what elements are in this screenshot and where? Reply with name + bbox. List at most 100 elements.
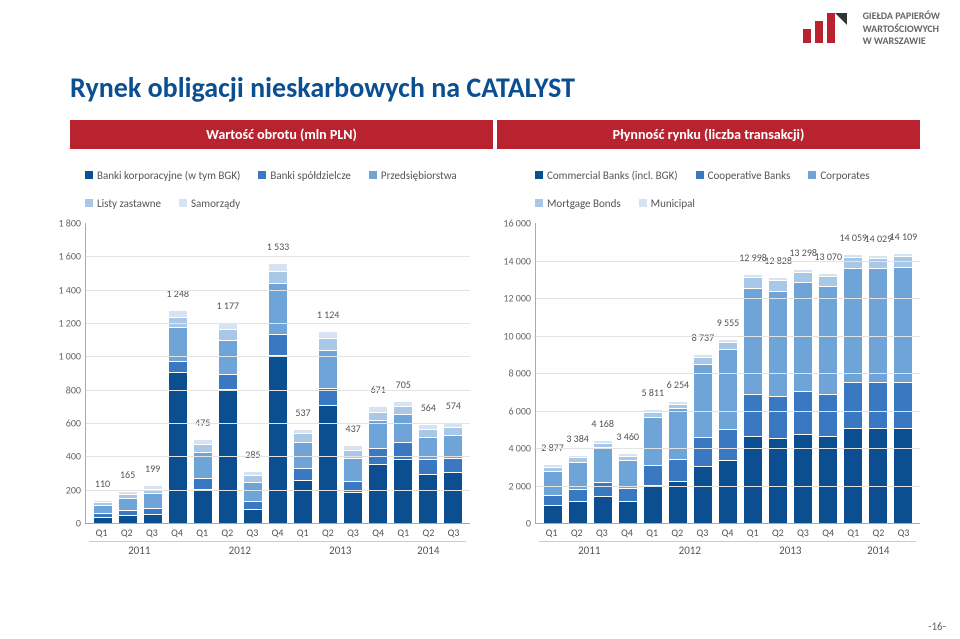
y-tick: 1 400 [58, 283, 86, 296]
legend-swatch-icon [808, 171, 816, 179]
bar-total-label: 3 384 [566, 432, 589, 445]
bar-col: 1 124 [317, 331, 340, 523]
legend-item: Municipal [639, 191, 695, 215]
bar-segment [644, 465, 662, 485]
bar-col: 110 [91, 500, 114, 523]
bar-col: 1 533 [266, 263, 289, 523]
x-tick: Q2 [665, 526, 690, 539]
legend-swatch-icon [85, 171, 93, 179]
bar-stack [94, 500, 112, 523]
y-tick: 2 000 [508, 479, 536, 492]
y-tick: 600 [66, 417, 86, 430]
bar-stack [894, 253, 912, 523]
page-title: Rynek obligacji nieskarbowych na CATALYS… [70, 70, 575, 105]
bar-stack [269, 263, 287, 523]
bar-total-label: 537 [295, 406, 310, 419]
bar-segment [194, 444, 212, 452]
bar-segment [444, 458, 462, 472]
bar-segment [719, 460, 737, 523]
legend-item: Cooperative Banks [696, 163, 791, 187]
brand-name: GIEŁDA PAPIERÓW WARTOŚCIOWYCH W WARSZAWI… [863, 10, 940, 48]
bar-col: 574 [442, 422, 465, 523]
bar-segment [194, 478, 212, 489]
bar-segment [694, 364, 712, 436]
legend-label: Przedsiębiorstwa [381, 169, 457, 182]
x-tick: Q1 [89, 526, 114, 539]
bar-total-label: 13 298 [789, 246, 817, 259]
bar-stack [294, 429, 312, 523]
year-label: 2014 [841, 541, 916, 557]
right-x-axis: Q1Q2Q3Q4Q1Q2Q3Q4Q1Q2Q3Q4Q1Q2Q3 [535, 526, 920, 539]
bar-segment [94, 517, 112, 523]
x-tick: Q3 [589, 526, 614, 539]
bar-total-label: 4 168 [591, 417, 614, 430]
right-legend: Commercial Banks (incl. BGK)Cooperative … [535, 163, 920, 215]
bar-segment [619, 501, 637, 523]
legend-item: Listy zastawne [85, 191, 161, 215]
legend-item: Mortgage Bonds [535, 191, 621, 215]
bar-stack [319, 331, 337, 523]
bar-segment [769, 291, 787, 397]
legend-label: Banki spółdzielcze [270, 169, 351, 182]
bar-col: 14 029 [867, 255, 890, 523]
x-tick: Q3 [340, 526, 365, 539]
bar-stack [419, 424, 437, 523]
bar-segment [869, 382, 887, 428]
legend-swatch-icon [696, 171, 704, 179]
legend-label: Mortgage Bonds [547, 197, 621, 210]
x-tick: Q3 [441, 526, 466, 539]
bar-segment [744, 288, 762, 394]
bar-segment [819, 276, 837, 286]
bar-segment [844, 268, 862, 383]
right-year-axis: 2011201220132014 [535, 541, 920, 557]
bar-segment [669, 408, 687, 459]
bar-col: 3 384 [566, 455, 589, 523]
bar-segment [894, 382, 912, 428]
x-tick: Q2 [866, 526, 891, 539]
year-label: 2011 [539, 541, 640, 557]
legend-label: Corporates [820, 169, 869, 182]
x-tick: Q4 [715, 526, 740, 539]
bar-total-label: 165 [120, 468, 135, 481]
bar-segment [769, 396, 787, 437]
bar-stack [394, 401, 412, 523]
legend-swatch-icon [535, 199, 543, 207]
legend-swatch-icon [258, 171, 266, 179]
bar-segment [819, 394, 837, 436]
left-year-axis: 2011201220132014 [85, 541, 470, 557]
bar-segment [869, 428, 887, 523]
bar-total-label: 8 737 [692, 331, 715, 344]
bar-segment [419, 474, 437, 523]
left-chart: Banki korporacyjne (w tym BGK) Banki spół… [40, 155, 470, 557]
bar-segment [694, 437, 712, 466]
bar-segment [594, 447, 612, 482]
bar-segment [419, 429, 437, 437]
bar-segment [219, 329, 237, 340]
bar-segment [119, 515, 137, 523]
bar-segment [719, 342, 737, 350]
bar-segment [144, 514, 162, 523]
bar-total-label: 3 460 [616, 430, 639, 443]
bar-segment [269, 271, 287, 284]
bar-segment [669, 481, 687, 523]
bar-segment [269, 263, 287, 271]
y-tick: 1 800 [58, 217, 86, 230]
legend-label: Banki korporacyjne (w tym BGK) [97, 169, 240, 182]
bar-col: 475 [191, 439, 214, 523]
bar-segment [294, 468, 312, 481]
bar-total-label: 14 029 [865, 232, 893, 245]
bar-segment [694, 466, 712, 523]
bar-segment [569, 489, 587, 501]
bar-segment [319, 338, 337, 350]
bar-total-label: 5 811 [642, 386, 665, 399]
bar-segment [419, 459, 437, 473]
bar-segment [619, 460, 637, 488]
bar-segment [294, 480, 312, 523]
x-tick: Q2 [416, 526, 441, 539]
bar-segment [744, 277, 762, 287]
bar-col: 8 737 [691, 354, 714, 523]
legend-label: Listy zastawne [97, 197, 161, 210]
x-tick: Q3 [690, 526, 715, 539]
bar-segment [769, 280, 787, 290]
bar-segment [544, 505, 562, 523]
